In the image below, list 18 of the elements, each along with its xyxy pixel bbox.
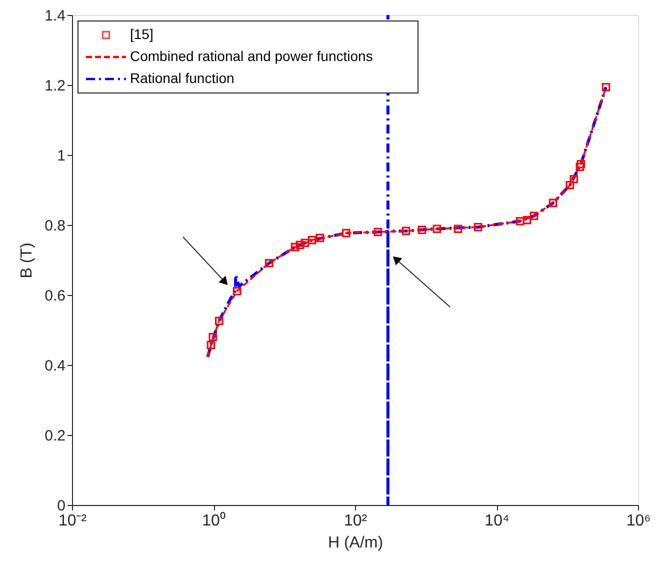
x-tick-label: 10⁴ [484, 512, 510, 530]
y-tick-label: 0 [57, 498, 66, 514]
y-tick-label: 1.2 [44, 78, 66, 94]
y-tick-label: 1.4 [44, 8, 66, 24]
x-tick-label: 10⁰ [202, 512, 226, 530]
y-tick-label: 1 [57, 148, 66, 164]
x-axis-title: H (A/m) [328, 534, 384, 552]
y-tick-label: 0.4 [44, 358, 66, 374]
y-tick-label: 0.2 [44, 428, 66, 444]
legend-label: Combined rational and power functions [130, 48, 373, 64]
x-tick-label: 10² [344, 512, 368, 530]
y-tick-label: 0.6 [44, 288, 66, 304]
x-tick-label: 10⁻² [58, 512, 88, 530]
x-tick-label: 10⁶ [626, 512, 651, 530]
legend-label: [15] [130, 26, 154, 42]
legend-label: Rational function [130, 70, 234, 86]
y-tick-label: 0.8 [44, 218, 66, 234]
y-axis-title: B (T) [18, 242, 36, 278]
